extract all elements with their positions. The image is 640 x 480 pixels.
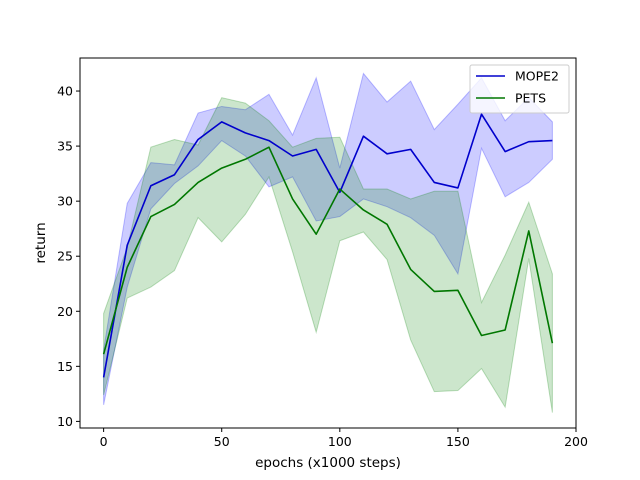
point-mope2 — [386, 152, 389, 155]
point-pets — [338, 188, 341, 191]
point-pets — [126, 266, 129, 269]
line-pets — [102, 146, 554, 355]
point-pets — [504, 328, 507, 331]
y-tick-label: 15 — [57, 359, 73, 374]
point-pets — [480, 334, 483, 337]
point-pets — [291, 197, 294, 200]
y-tick-label: 10 — [57, 414, 73, 429]
y-tick-label: 35 — [57, 139, 73, 154]
point-mope2 — [504, 150, 507, 153]
line-mope2 — [102, 113, 553, 378]
point-pets — [386, 223, 389, 226]
point-mope2 — [362, 135, 365, 138]
legend: MOPE2 PETS — [469, 64, 570, 114]
point-mope2 — [220, 120, 223, 123]
y-axis-ticks: 10 15 20 25 30 35 40 — [57, 84, 80, 429]
point-mope2 — [456, 186, 459, 189]
x-axis-ticks: 0 50 100 150 200 — [100, 428, 588, 449]
y-tick-label: 40 — [57, 84, 73, 99]
series-lines — [102, 113, 554, 379]
y-axis-label: return — [33, 222, 49, 263]
point-pets — [315, 233, 318, 236]
point-pets — [197, 181, 200, 184]
point-mope2 — [173, 173, 176, 176]
confidence-bands — [103, 72, 553, 413]
x-axis-label: epochs (x1000 steps) — [255, 455, 401, 471]
point-pets — [409, 268, 412, 271]
point-mope2 — [102, 376, 105, 379]
x-tick-label: 200 — [564, 434, 588, 449]
legend-box — [469, 64, 570, 114]
point-mope2 — [197, 138, 200, 141]
point-pets — [527, 229, 530, 232]
point-mope2 — [551, 139, 554, 142]
point-mope2 — [527, 140, 530, 143]
point-mope2 — [291, 155, 294, 158]
x-tick-label: 0 — [100, 434, 108, 449]
point-pets — [456, 289, 459, 292]
point-pets — [551, 342, 554, 345]
point-pets — [102, 353, 105, 356]
plot-frame — [79, 57, 577, 429]
point-mope2 — [126, 244, 129, 247]
point-pets — [433, 290, 436, 293]
point-pets — [362, 208, 365, 211]
point-pets — [220, 167, 223, 170]
point-mope2 — [315, 148, 318, 151]
x-tick-label: 100 — [328, 434, 352, 449]
y-tick-label: 30 — [57, 194, 73, 209]
band-pets — [103, 97, 553, 413]
x-tick-label: 150 — [446, 434, 470, 449]
point-mope2 — [267, 139, 270, 142]
point-mope2 — [149, 184, 152, 187]
y-tick-label: 25 — [57, 249, 73, 264]
point-mope2 — [433, 181, 436, 184]
point-mope2 — [244, 131, 247, 134]
band-mope2 — [103, 72, 553, 405]
point-pets — [267, 146, 270, 149]
y-tick-label: 20 — [57, 304, 73, 319]
legend-label-mope2: MOPE2 — [515, 69, 559, 84]
x-tick-label: 50 — [214, 434, 230, 449]
legend-label-pets: PETS — [515, 91, 546, 106]
point-mope2 — [409, 148, 412, 151]
point-pets — [244, 158, 247, 161]
point-pets — [173, 203, 176, 206]
point-pets — [149, 215, 152, 218]
